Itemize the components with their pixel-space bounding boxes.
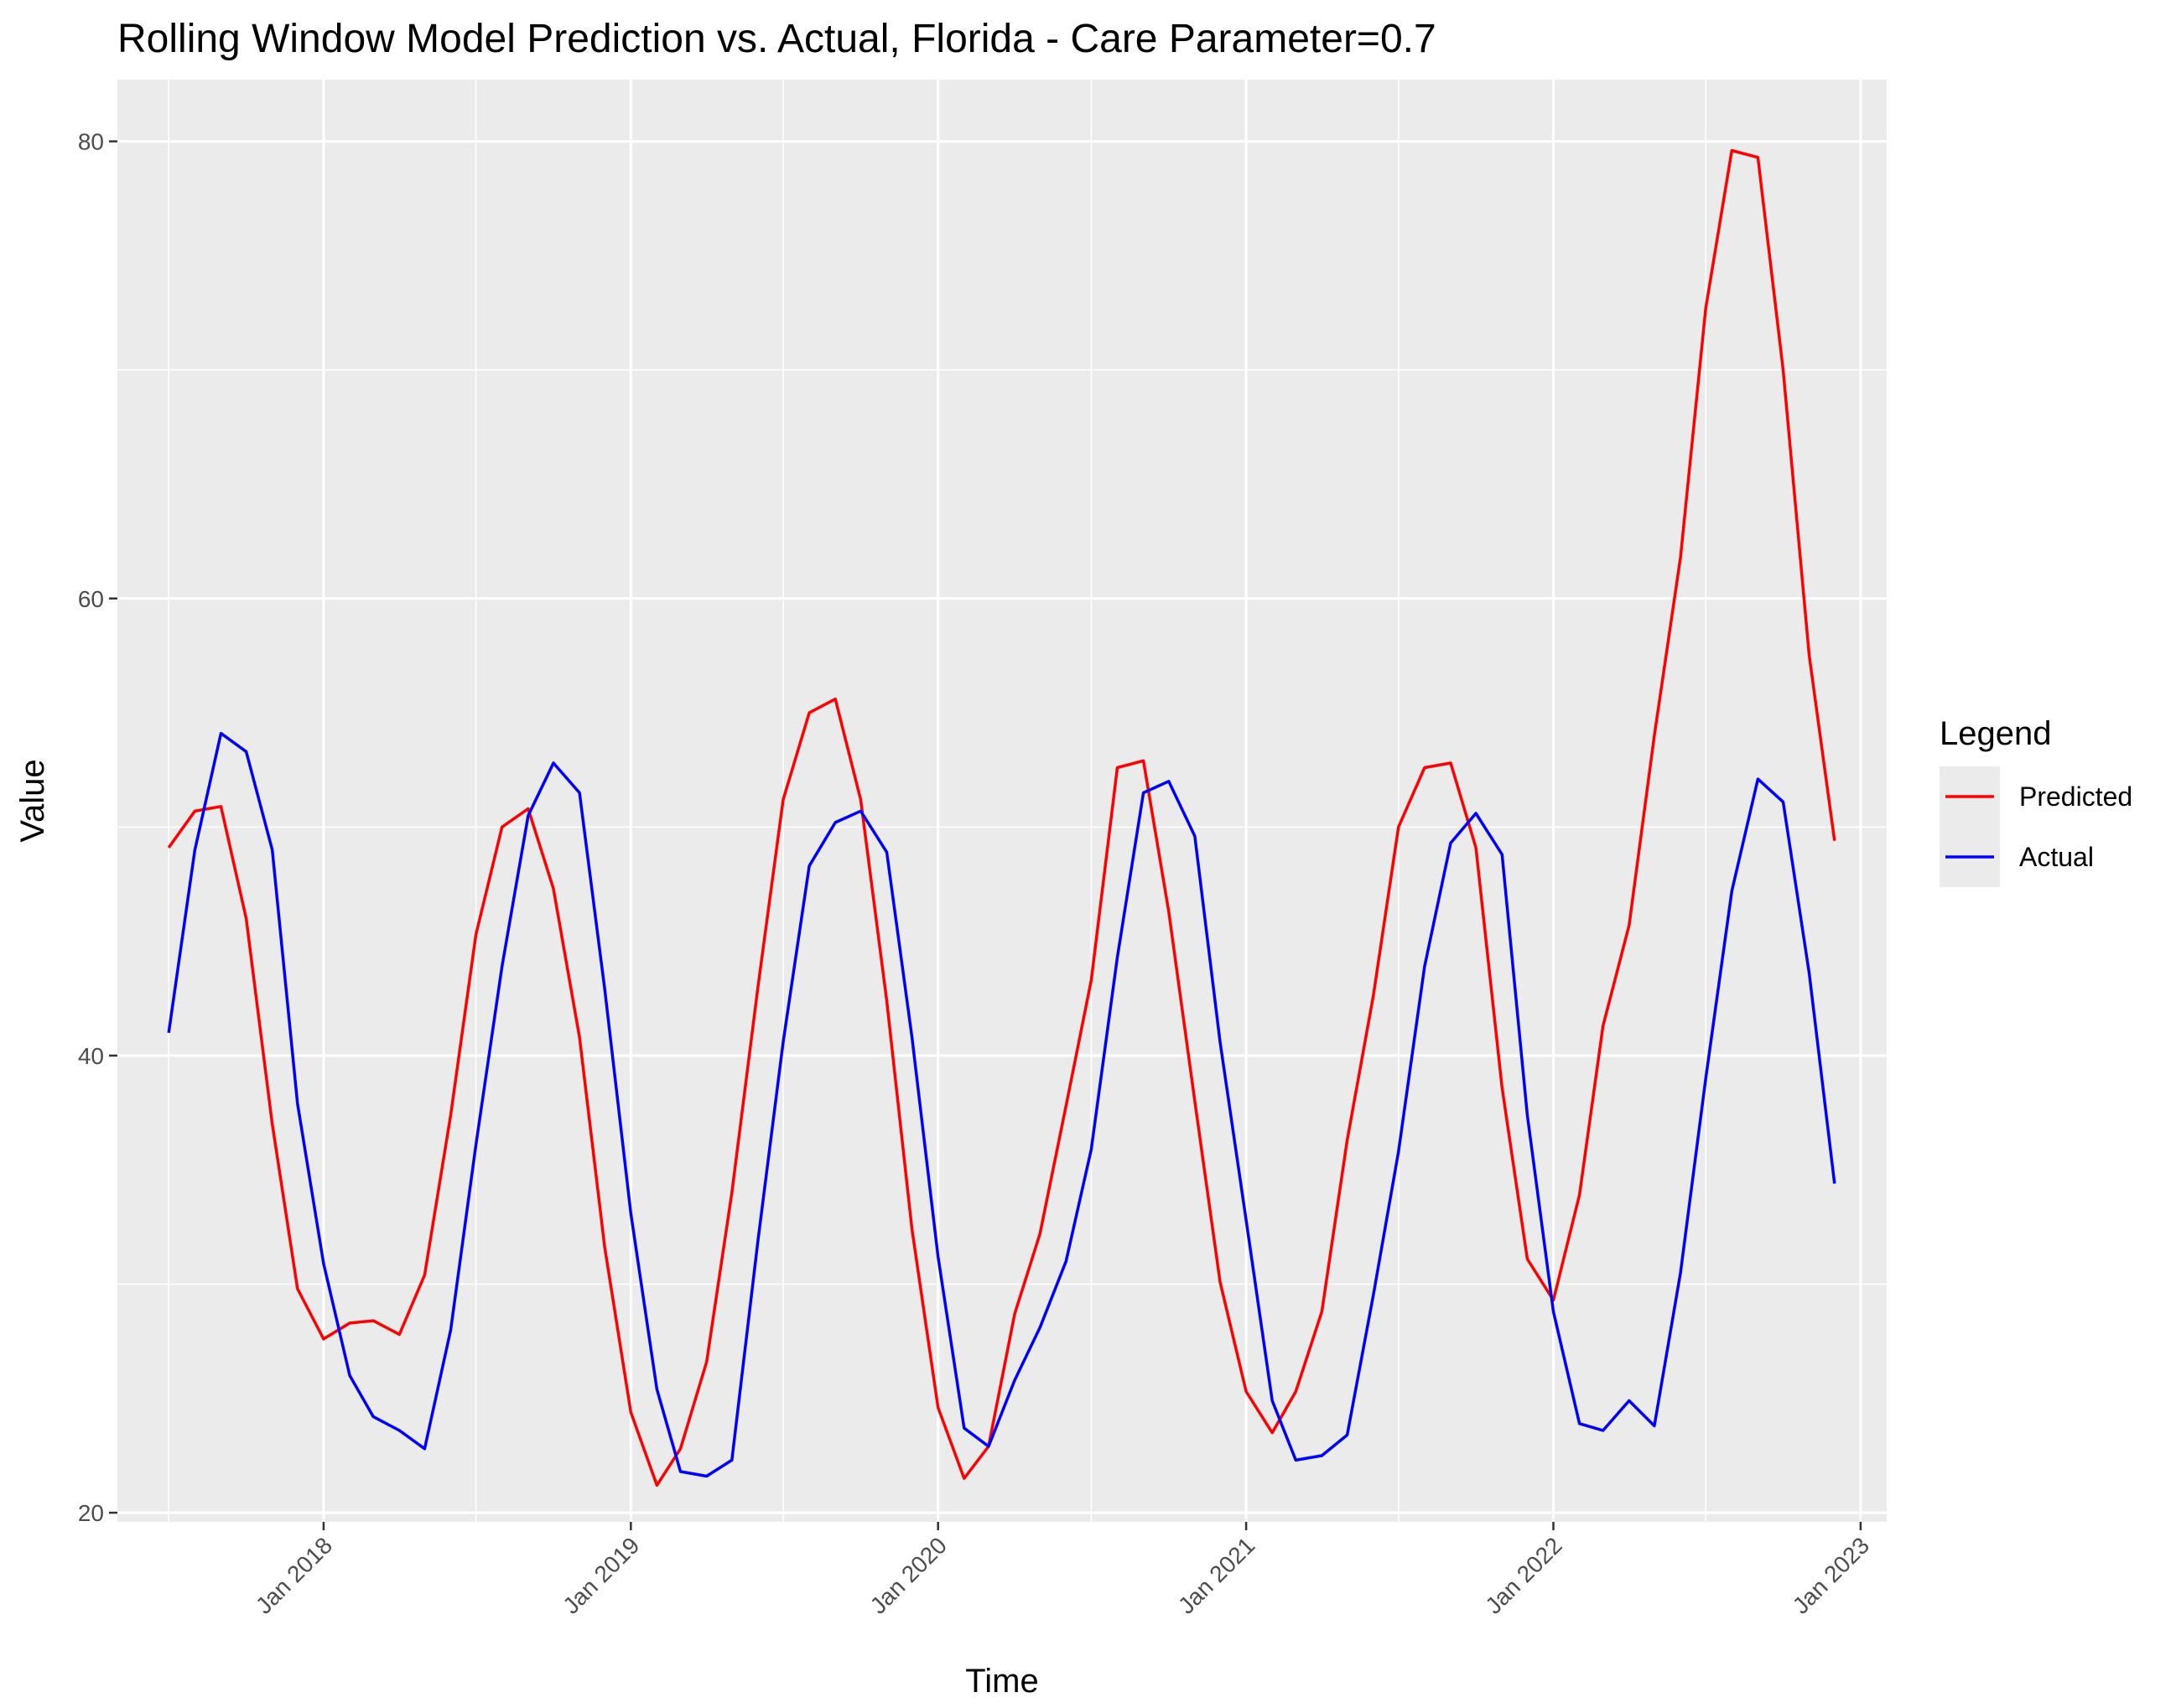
x-tick-label: Jan 2022	[1480, 1532, 1566, 1618]
legend: Legend Predicted Actual	[1940, 715, 2132, 887]
legend-label-actual: Actual	[2019, 842, 2094, 872]
series-lines	[167, 148, 1836, 1487]
y-tick-label: 80	[78, 129, 104, 155]
x-tick-label: Jan 2021	[1173, 1532, 1259, 1618]
legend-title: Legend	[1940, 715, 2051, 752]
plot-panel	[117, 80, 1887, 1522]
x-tick-label: Jan 2019	[558, 1532, 644, 1618]
y-tick-label: 40	[78, 1043, 104, 1069]
y-axis: 20 40 60 80	[78, 129, 117, 1526]
major-gridlines	[117, 80, 1887, 1522]
x-axis: Jan 2018 Jan 2019 Jan 2020 Jan 2021 Jan 2022…	[251, 1522, 1874, 1619]
y-tick-label: 20	[78, 1500, 104, 1526]
legend-label-predicted: Predicted	[2019, 781, 2132, 812]
series-line-actual	[167, 731, 1836, 1478]
chart-title: Rolling Window Model Prediction vs. Actu…	[117, 17, 1436, 61]
y-tick-label: 60	[78, 586, 104, 612]
x-axis-title: Time	[965, 1663, 1038, 1700]
x-tick-label: Jan 2020	[865, 1532, 952, 1618]
y-axis-title: Value	[14, 759, 51, 842]
x-tick-label: Jan 2018	[251, 1532, 337, 1618]
series-line-predicted	[167, 148, 1836, 1487]
x-tick-label: Jan 2023	[1788, 1532, 1874, 1618]
